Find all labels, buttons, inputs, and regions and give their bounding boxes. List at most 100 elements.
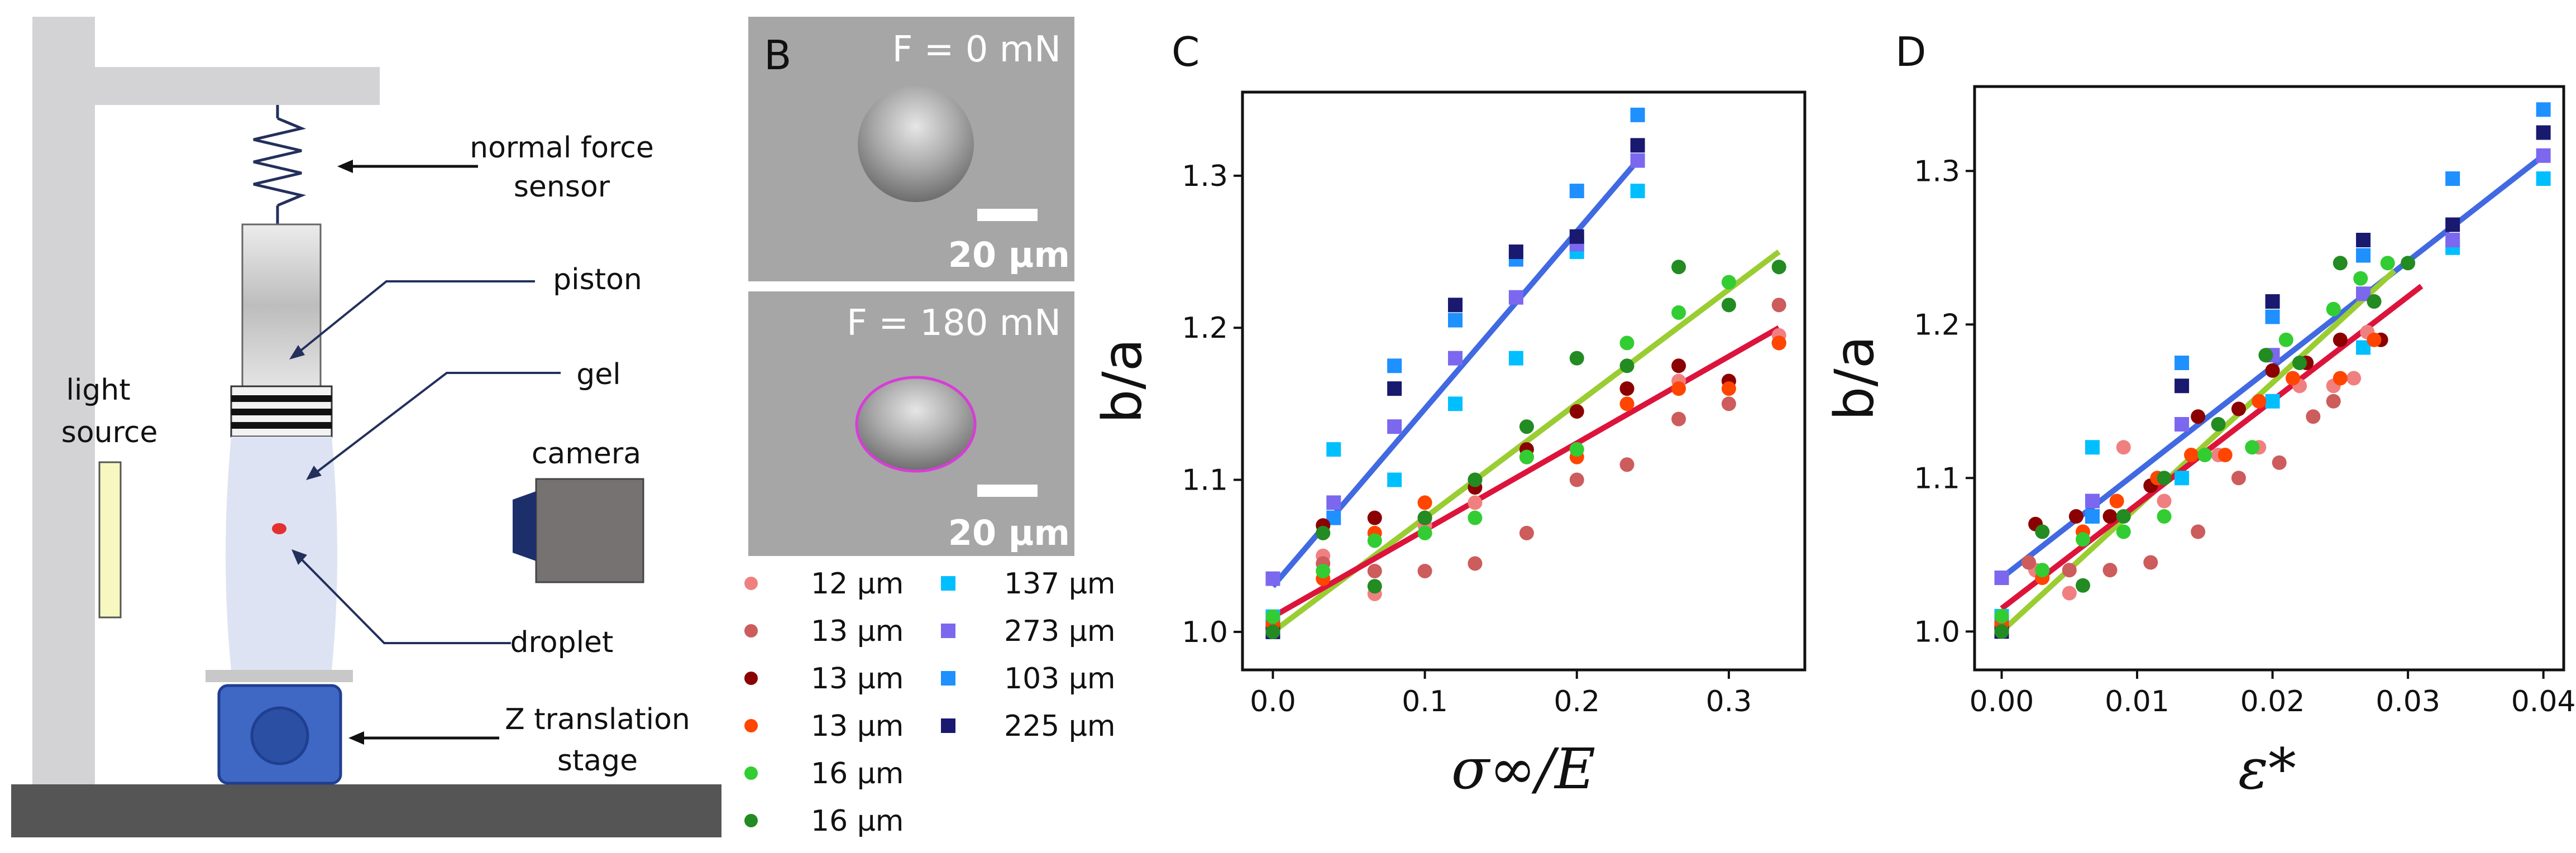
chart-c-point-s4-4 (1468, 495, 1483, 510)
legend-marker-3 (744, 719, 758, 732)
chart-c-point-s2-1 (1326, 495, 1341, 510)
chart-d-ytick-label-3: 1.3 (1914, 155, 1960, 188)
chart-d-ytick-label-1: 1.1 (1914, 462, 1960, 495)
chart-d-point-s5-8 (2306, 409, 2321, 424)
label-light-2: source (61, 416, 158, 449)
chart-d-point-s2-5 (2445, 233, 2460, 247)
chart-c-point-s5-7 (1619, 457, 1635, 472)
legend-label-1: 13 μm (811, 615, 904, 648)
legend-label-0: 12 μm (811, 567, 904, 601)
chart-c-point-s8-2 (1367, 533, 1382, 548)
chart-d-point-s5-2 (2062, 563, 2077, 578)
chart-d-point-s9-1 (2035, 524, 2050, 539)
chart-d-point-s5-9 (2326, 394, 2341, 409)
chart-d-point-s2-2 (2174, 417, 2190, 432)
chart-d-point-s4-2 (2062, 586, 2077, 601)
panel-b: B F = 0 mN F = 180 mN 20 μm 20 μm (748, 17, 1074, 556)
chart-d: 0.00 0.01 0.02 0.03 0.04 1.0 1.1 1.2 1.3 b/a ε* (1823, 85, 2576, 802)
chart-d-point-s8-0 (1994, 608, 2009, 624)
chart-d-xlabel: ε* (2238, 736, 2296, 802)
ellipse-fit-outline (855, 376, 977, 473)
label-gel: gel (576, 358, 620, 391)
chart-d-point-s1-5 (2445, 171, 2460, 186)
chart-d-point-s1-3 (2265, 309, 2280, 324)
chart-d-point-s8-9 (2353, 271, 2368, 286)
scale-bar-bottom (977, 485, 1038, 497)
chart-d-point-s9-5 (2211, 417, 2226, 432)
chart-d-point-s3-5 (2536, 125, 2551, 140)
chart-d-point-s8-6 (2245, 440, 2260, 455)
chart-c-point-s8-5 (1519, 449, 1534, 464)
label-camera: camera (532, 437, 641, 471)
legend-label-9: 225 μm (1004, 710, 1116, 743)
chart-d-xtick-label-3: 0.03 (2376, 685, 2440, 718)
chart-d-point-s5-3 (2102, 563, 2118, 578)
chart-d-xtick-label-1: 0.01 (2105, 685, 2169, 718)
chart-d-point-s7-5 (2184, 448, 2199, 462)
legend-marker-4 (744, 766, 758, 780)
chart-d-point-s9-10 (2401, 256, 2416, 271)
chart-c-point-s9-3 (1417, 510, 1432, 525)
legend-label-4: 16 μm (811, 757, 904, 790)
legend-marker-0 (744, 577, 758, 590)
chart-d-point-s2-1 (2085, 493, 2100, 509)
chart-d-point-s6-6 (2231, 401, 2246, 416)
legend-label-8: 103 μm (1004, 662, 1116, 696)
chart-c-point-s9-6 (1569, 351, 1584, 366)
chart-c-point-s9-10 (1771, 260, 1786, 275)
chart-d-point-s2-6 (2536, 148, 2551, 163)
chart-d-point-s5-1 (2021, 555, 2037, 570)
chart-d-point-s8-10 (2380, 256, 2395, 271)
chart-c-point-s2-0 (1265, 571, 1280, 586)
camera-lens-icon (513, 491, 536, 561)
legend-label-7: 273 μm (1004, 615, 1116, 648)
chart-d-point-s8-4 (2157, 509, 2172, 524)
chart-c-point-s5-8 (1671, 411, 1686, 426)
chart-d-axes-frame (1973, 85, 2565, 672)
legend-marker-2 (744, 672, 758, 685)
chart-c-point-s3-5 (1630, 138, 1645, 153)
legend-label-5: 16 μm (811, 804, 904, 838)
chart-d-point-s1-6 (2536, 102, 2551, 117)
legend-marker-5 (744, 814, 758, 827)
chart-c-point-s8-7 (1619, 336, 1635, 351)
chart-d-point-s0-3 (2265, 394, 2280, 409)
chart-c-point-s9-8 (1671, 260, 1686, 275)
arrowhead-stage (348, 731, 364, 745)
chart-d-point-s8-5 (2197, 448, 2212, 462)
legend-label-2: 13 μm (811, 662, 904, 696)
legend-marker-6 (941, 576, 955, 591)
chart-c-xtick-label-3: 0.3 (1706, 685, 1752, 718)
camera-body-icon (535, 478, 644, 583)
chart-c-point-s9-7 (1619, 358, 1635, 373)
chart-c-point-s1-5 (1569, 184, 1584, 199)
chart-d-point-s9-0 (1994, 624, 2009, 639)
label-normal-force-1: normal force (470, 131, 654, 165)
base-plate (11, 784, 721, 837)
label-piston: piston (553, 263, 642, 296)
z-stage-knob (250, 706, 309, 765)
spring-icon (253, 117, 307, 207)
force-label-top: F = 0 mN (892, 29, 1061, 70)
stage-plate (205, 670, 353, 682)
chart-d-point-s9-2 (2076, 578, 2091, 593)
chart-c-point-s8-9 (1721, 275, 1736, 290)
chart-d-ylabel: b/a (1823, 336, 1886, 420)
chart-c-point-s0-1 (1326, 442, 1341, 457)
chart-c-point-s2-2 (1387, 419, 1402, 434)
arrowhead-piston (289, 345, 305, 360)
chart-c-ytick-label-1: 1.1 (1182, 464, 1228, 497)
panel-b-letter: B (764, 32, 791, 79)
chart-d-fit-line-1 (2000, 269, 2397, 634)
chart-d-point-s9-8 (2333, 256, 2348, 271)
label-droplet: droplet (510, 626, 614, 659)
chart-c-point-s1-2 (1387, 358, 1402, 373)
chart-d-point-s4-9 (2346, 371, 2362, 386)
chart-d-point-s5-4 (2143, 555, 2158, 570)
chart-c: 0.0 0.1 0.2 0.3 1.0 1.1 1.2 1.3 b/a σ∞/E (1091, 90, 1806, 802)
chart-c-point-s0-6 (1630, 184, 1645, 199)
arrow-droplet (298, 556, 511, 644)
chart-d-point-s1-4 (2356, 248, 2371, 263)
chart-c-point-s6-6 (1569, 404, 1584, 419)
